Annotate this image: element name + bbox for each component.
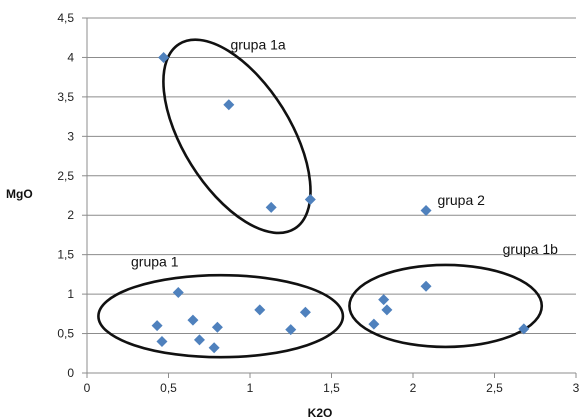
- data-point: [304, 193, 316, 205]
- group-ellipse: [162, 38, 312, 235]
- x-tick-label: 0,5: [160, 381, 177, 395]
- data-point: [420, 280, 432, 292]
- data-point: [299, 306, 311, 318]
- data-point: [158, 51, 170, 63]
- y-tick-label: 3: [67, 129, 74, 143]
- data-point: [420, 204, 432, 216]
- data-point: [254, 304, 266, 316]
- data-point: [211, 321, 223, 333]
- y-tick-label: 1,5: [57, 248, 74, 262]
- y-tick-label: 4,5: [57, 11, 74, 25]
- group-label: grupa 1: [131, 254, 179, 270]
- data-point: [156, 335, 168, 347]
- data-point: [368, 318, 380, 330]
- y-tick-label: 4: [67, 50, 74, 64]
- axes: [82, 17, 577, 378]
- group-label: grupa 1b: [503, 241, 558, 257]
- x-tick-label: 3: [573, 381, 580, 395]
- data-point: [285, 324, 297, 336]
- data-point: [518, 323, 530, 335]
- x-tick-label: 2,5: [486, 381, 503, 395]
- data-point: [378, 294, 390, 306]
- data-point: [265, 201, 277, 213]
- data-point: [208, 342, 220, 354]
- x-tick-label: 2: [410, 381, 417, 395]
- annotations: grupa 1a grupa 2 grupa 1 grupa 1b: [131, 37, 558, 270]
- data-point: [193, 334, 205, 346]
- data-point: [381, 304, 393, 316]
- data-point: [223, 99, 235, 111]
- group-ellipses: [97, 38, 544, 359]
- y-tick-label: 1: [67, 287, 74, 301]
- x-axis-title: K2O: [308, 406, 333, 420]
- x-tick-label: 1: [247, 381, 254, 395]
- group-ellipse: [97, 273, 345, 359]
- y-tick-label: 2: [67, 208, 74, 222]
- group-ellipse: [348, 263, 544, 349]
- y-tick-label: 0,5: [57, 327, 74, 341]
- y-tick-label: 2,5: [57, 169, 74, 183]
- tick-labels: 0 0,5 1 1,5 2 2,5 3 3,5 4 4,5 0 0,5 1 1,5 2 2,5 3: [57, 11, 579, 395]
- group-label: grupa 1a: [230, 37, 285, 53]
- y-tick-label: 3,5: [57, 90, 74, 104]
- data-point: [172, 287, 184, 299]
- y-axis-title: MgO: [6, 187, 33, 201]
- x-tick-label: 0: [84, 381, 91, 395]
- gridlines: [87, 17, 576, 335]
- x-tick-label: 1,5: [323, 381, 340, 395]
- group-label: grupa 2: [437, 192, 485, 208]
- data-point: [151, 320, 163, 332]
- y-tick-label: 0: [67, 366, 74, 380]
- data-point: [187, 314, 199, 326]
- data-points: [151, 51, 530, 354]
